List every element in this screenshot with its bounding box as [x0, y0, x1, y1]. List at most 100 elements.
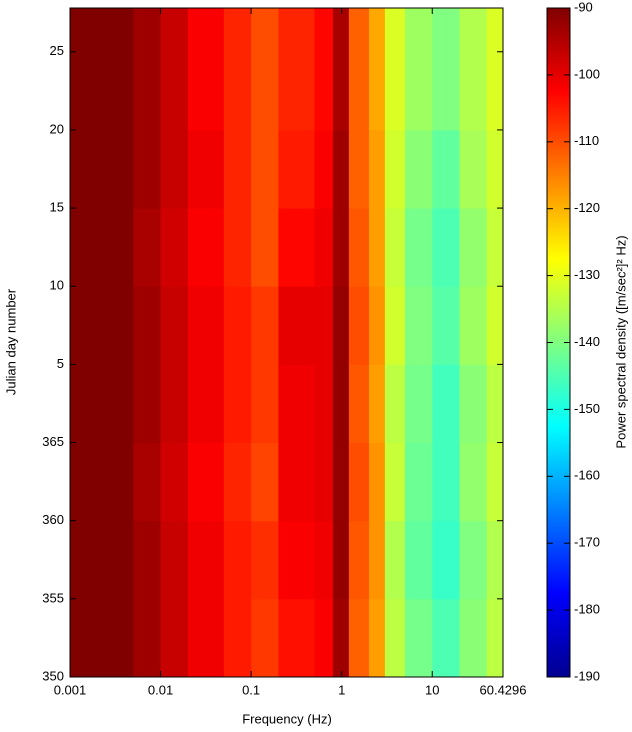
- heatmap-cell: [459, 208, 488, 287]
- heatmap-cell: [432, 8, 461, 131]
- x-tick-label: 0.01: [148, 682, 173, 697]
- heatmap-cell: [278, 286, 315, 365]
- heatmap-cell: [251, 286, 279, 365]
- heatmap-cell: [314, 364, 334, 444]
- heatmap-cell: [486, 286, 504, 365]
- heatmap-cell: [278, 598, 315, 678]
- heatmap-cell: [278, 520, 315, 600]
- heatmap-cell: [133, 364, 162, 444]
- heatmap-cell: [384, 129, 406, 209]
- plot-frame: [69, 7, 504, 678]
- heatmap-cell: [459, 286, 488, 365]
- heatmap-cell: [223, 208, 252, 287]
- x-tick-label: 0.001: [54, 682, 87, 697]
- heatmap-cell: [384, 520, 406, 600]
- heatmap-cell: [384, 598, 406, 678]
- heatmap-cell: [70, 286, 134, 365]
- heatmap-cell: [160, 520, 189, 600]
- heatmap-cell: [251, 364, 279, 444]
- heatmap-cell: [187, 520, 225, 600]
- heatmap-cell: [348, 208, 370, 287]
- heatmap-cell: [160, 129, 189, 209]
- heatmap-cell: [70, 364, 134, 444]
- heatmap-cell: [432, 286, 461, 365]
- heatmap-cell: [160, 442, 189, 522]
- heatmap-cell: [278, 442, 315, 522]
- heatmap-cell: [348, 129, 370, 209]
- heatmap-cell: [332, 520, 350, 600]
- heatmap-cell: [432, 520, 461, 600]
- heatmap-cell: [404, 442, 433, 522]
- heatmap-cell: [348, 286, 370, 365]
- heatmap-cell: [133, 520, 162, 600]
- heatmap-cell: [223, 442, 252, 522]
- heatmap-cell: [251, 129, 279, 209]
- heatmap-cell: [70, 208, 134, 287]
- heatmap-cell: [404, 129, 433, 209]
- heatmap-cell: [223, 286, 252, 365]
- heatmap-cell: [251, 208, 279, 287]
- heatmap-cell: [251, 442, 279, 522]
- heatmap-cell: [459, 442, 488, 522]
- heatmap-cell: [332, 286, 350, 365]
- y-tick-label: 350: [42, 668, 64, 683]
- heatmap-cell: [70, 598, 134, 678]
- heatmap-cell: [332, 129, 350, 209]
- colorbar-tick-label: -190: [574, 668, 600, 683]
- heatmap-cell: [70, 520, 134, 600]
- heatmap-cell: [348, 364, 370, 444]
- heatmap-cell: [160, 598, 189, 678]
- heatmap-cell: [187, 598, 225, 678]
- heatmap-cell: [332, 442, 350, 522]
- heatmap-cell: [70, 8, 134, 131]
- heatmap-cell: [368, 364, 386, 444]
- y-tick-label: 10: [50, 278, 64, 293]
- colorbar-tick-label: -140: [574, 334, 600, 349]
- heatmap-cell: [332, 8, 350, 131]
- heatmap-cell: [486, 364, 504, 444]
- heatmap: [70, 8, 504, 678]
- heatmap-cell: [133, 598, 162, 678]
- heatmap-cell: [384, 364, 406, 444]
- heatmap-cell: [133, 129, 162, 209]
- heatmap-cell: [70, 129, 134, 209]
- heatmap-cell: [459, 8, 488, 131]
- y-tick-label: 365: [42, 434, 64, 449]
- y-tick-label: 25: [50, 43, 64, 58]
- x-axis-label: Frequency (Hz): [242, 711, 332, 726]
- colorbar-tick-label: -170: [574, 535, 600, 550]
- heatmap-cell: [368, 208, 386, 287]
- heatmap-cell: [314, 520, 334, 600]
- heatmap-cell: [251, 520, 279, 600]
- heatmap-cell: [187, 8, 225, 131]
- colorbar-tick-label: -180: [574, 602, 600, 617]
- heatmap-cell: [278, 129, 315, 209]
- heatmap-cell: [332, 364, 350, 444]
- heatmap-cell: [384, 286, 406, 365]
- heatmap-cell: [348, 8, 370, 131]
- heatmap-cell: [332, 208, 350, 287]
- heatmap-cell: [160, 364, 189, 444]
- heatmap-cell: [404, 208, 433, 287]
- heatmap-cell: [404, 286, 433, 365]
- heatmap-cell: [368, 442, 386, 522]
- heatmap-cell: [314, 208, 334, 287]
- heatmap-cell: [486, 442, 504, 522]
- heatmap-cell: [160, 8, 189, 131]
- heatmap-cell: [332, 598, 350, 678]
- heatmap-cell: [133, 208, 162, 287]
- colorbar-tick-label: -150: [574, 401, 600, 416]
- heatmap-cell: [314, 8, 334, 131]
- heatmap-cell: [251, 598, 279, 678]
- heatmap-cell: [223, 598, 252, 678]
- x-tick-label: 0.1: [242, 682, 260, 697]
- heatmap-cell: [314, 442, 334, 522]
- heatmap-cell: [459, 364, 488, 444]
- heatmap-cell: [404, 8, 433, 131]
- heatmap-cell: [432, 442, 461, 522]
- heatmap-cell: [278, 364, 315, 444]
- heatmap-cell: [486, 208, 504, 287]
- x-tick-label: 60.4296: [480, 682, 527, 697]
- colorbar-tick-label: -130: [574, 267, 600, 282]
- heatmap-cell: [368, 8, 386, 131]
